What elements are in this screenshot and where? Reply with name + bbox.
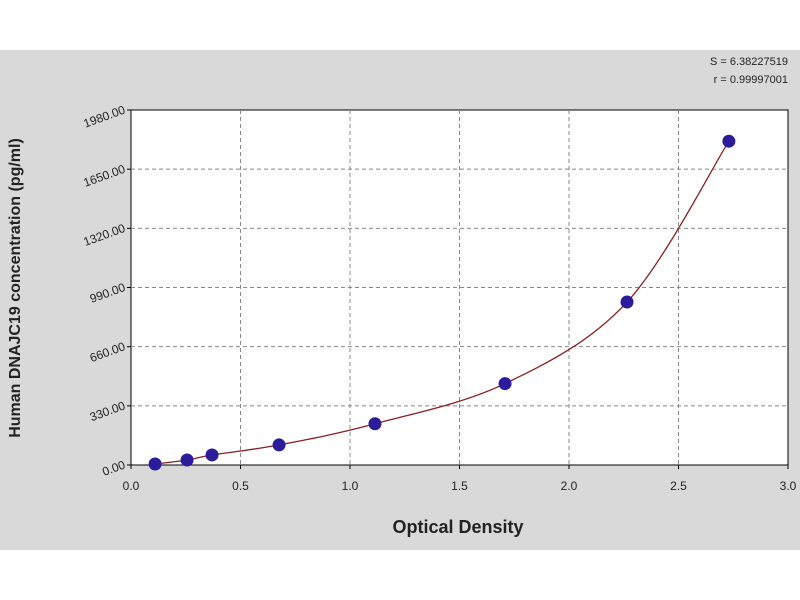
data-point bbox=[272, 438, 286, 452]
data-point bbox=[368, 417, 382, 431]
x-tick-label: 2.5 bbox=[670, 479, 687, 493]
x-tick-label: 0.5 bbox=[232, 479, 249, 493]
x-tick-label: 1.5 bbox=[451, 479, 468, 493]
data-point bbox=[498, 377, 512, 391]
data-point bbox=[722, 134, 736, 148]
annotation: S = 6.38227519 bbox=[710, 56, 788, 68]
x-axis-title: Optical Density bbox=[392, 517, 523, 537]
data-point bbox=[180, 453, 194, 467]
annotation: r = 0.99997001 bbox=[714, 74, 788, 86]
data-point bbox=[620, 295, 634, 309]
x-tick-label: 1.0 bbox=[342, 479, 359, 493]
x-tick-label: 0.0 bbox=[123, 479, 140, 493]
x-tick-label: 3.0 bbox=[780, 479, 797, 493]
y-axis-title: Human DNAJC19 concentration (pg/ml) bbox=[7, 138, 24, 438]
data-point bbox=[205, 448, 219, 462]
x-tick-label: 2.0 bbox=[561, 479, 578, 493]
data-point bbox=[148, 457, 162, 471]
